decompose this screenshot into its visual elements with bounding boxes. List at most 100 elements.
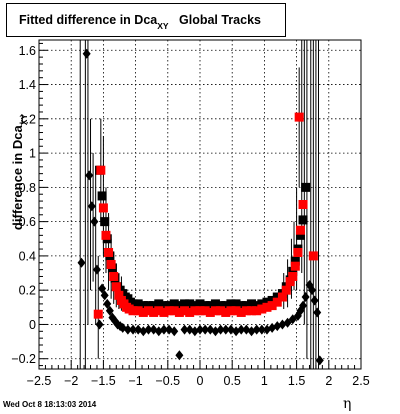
red-square-marker — [133, 306, 143, 316]
black-square-marker — [262, 297, 272, 307]
black-square-marker — [133, 299, 143, 309]
black-square-marker — [298, 215, 308, 225]
red-square-marker — [236, 307, 246, 317]
black-square-marker — [97, 191, 107, 201]
x-tick-label: −0.5 — [155, 374, 180, 388]
red-square-marker — [293, 247, 303, 257]
y-axis-label-main: difference in Dca — [10, 125, 25, 231]
black-square-marker — [205, 301, 215, 311]
black-diamond-marker — [129, 324, 138, 335]
red-square-marker — [143, 306, 153, 316]
black-square-marker — [190, 301, 200, 311]
black-diamond-marker — [87, 201, 96, 212]
black-square-marker — [200, 301, 210, 311]
black-diamond-marker — [313, 307, 322, 318]
black-diamond-marker — [105, 305, 114, 316]
red-square-marker — [159, 307, 169, 317]
red-square-marker — [114, 290, 124, 300]
red-square-marker — [154, 306, 164, 316]
black-diamond-marker — [144, 324, 153, 335]
x-tick-label: 0.5 — [224, 374, 241, 388]
black-square-marker — [164, 301, 174, 311]
red-square-marker — [294, 112, 304, 122]
tick-labels: −2.5 −2 −1.5 −1 −0.5 0 0.5 1 1.5 2 2.5 −0.2 0 0.2 0.4 0… — [11, 44, 369, 388]
axis-ticks — [38, 42, 362, 369]
black-diamond-marker — [252, 324, 261, 335]
red-square-marker — [308, 251, 318, 261]
y-tick-label: 1.4 — [19, 78, 36, 92]
black-diamond-marker — [170, 326, 179, 337]
red-square-marker — [295, 225, 305, 235]
red-square-marker — [200, 306, 210, 316]
black-diamond-marker — [221, 324, 230, 335]
black-square-marker — [174, 301, 184, 311]
black-square-marker — [301, 182, 311, 192]
red-square-marker — [96, 165, 106, 175]
y-tick-label: 0.6 — [19, 215, 36, 229]
title-subscript: XY — [157, 21, 169, 31]
black-square-marker — [100, 217, 110, 227]
black-diamond-marker — [301, 292, 310, 303]
red-square-marker — [128, 306, 138, 316]
red-square-marker — [98, 203, 108, 213]
red-square-marker — [241, 306, 251, 316]
black-diamond-marker — [90, 216, 99, 227]
y-axis-label-subscript: XY — [19, 113, 29, 126]
red-square-marker — [262, 302, 272, 312]
y-tick-label: 1 — [29, 147, 36, 161]
black-diamond-marker — [175, 350, 184, 361]
black-square-marker — [169, 299, 179, 309]
black-diamond-marker — [82, 48, 91, 59]
x-tick-label: 1.5 — [288, 374, 305, 388]
red-square-marker — [101, 230, 111, 240]
black-square-marker — [231, 299, 241, 309]
y-tick-label: 0.2 — [19, 284, 36, 298]
data-markers — [77, 48, 324, 366]
red-square-marker — [174, 307, 184, 317]
x-tick-label: −2.5 — [27, 374, 52, 388]
black-square-marker — [149, 301, 159, 311]
black-square-marker — [226, 299, 236, 309]
red-square-marker — [169, 306, 179, 316]
black-square-marker — [295, 230, 305, 240]
y-axis-label: difference in DcaXY — [10, 72, 30, 272]
black-diamond-marker — [299, 300, 308, 311]
title-suffix: Global Tracks — [179, 13, 261, 27]
red-square-marker — [272, 297, 282, 307]
black-diamond-marker — [315, 355, 324, 366]
black-square-marker — [247, 299, 257, 309]
y-tick-label: −0.2 — [11, 352, 36, 366]
black-diamond-marker — [92, 264, 101, 275]
red-square-marker — [106, 259, 116, 269]
x-tick-label: 2.5 — [352, 374, 369, 388]
black-diamond-marker — [310, 295, 319, 306]
y-tick-label: 1.2 — [19, 112, 36, 126]
black-diamond-marker — [98, 283, 107, 294]
x-tick-label: 1 — [261, 374, 268, 388]
black-square-marker — [257, 299, 267, 309]
red-square-marker — [221, 307, 231, 317]
red-square-marker — [216, 306, 226, 316]
x-tick-label: 2 — [325, 374, 332, 388]
x-tick-label: −1.5 — [91, 374, 116, 388]
black-square-marker — [143, 301, 153, 311]
red-square-marker — [195, 306, 205, 316]
red-square-marker — [285, 277, 295, 287]
red-square-marker — [226, 306, 236, 316]
black-diamond-marker — [159, 324, 168, 335]
red-square-marker — [298, 200, 308, 209]
red-square-marker — [288, 271, 298, 281]
black-diamond-marker — [216, 324, 225, 335]
black-diamond-marker — [237, 324, 246, 335]
black-square-marker — [241, 301, 251, 311]
black-square-marker — [180, 299, 190, 309]
black-diamond-marker — [77, 257, 86, 268]
black-square-marker — [290, 256, 300, 266]
black-square-marker — [288, 266, 298, 276]
black-diamond-marker — [85, 170, 94, 181]
red-square-marker — [205, 307, 215, 317]
black-square-marker — [216, 301, 226, 311]
red-square-marker — [210, 306, 220, 316]
black-square-marker — [159, 301, 169, 311]
